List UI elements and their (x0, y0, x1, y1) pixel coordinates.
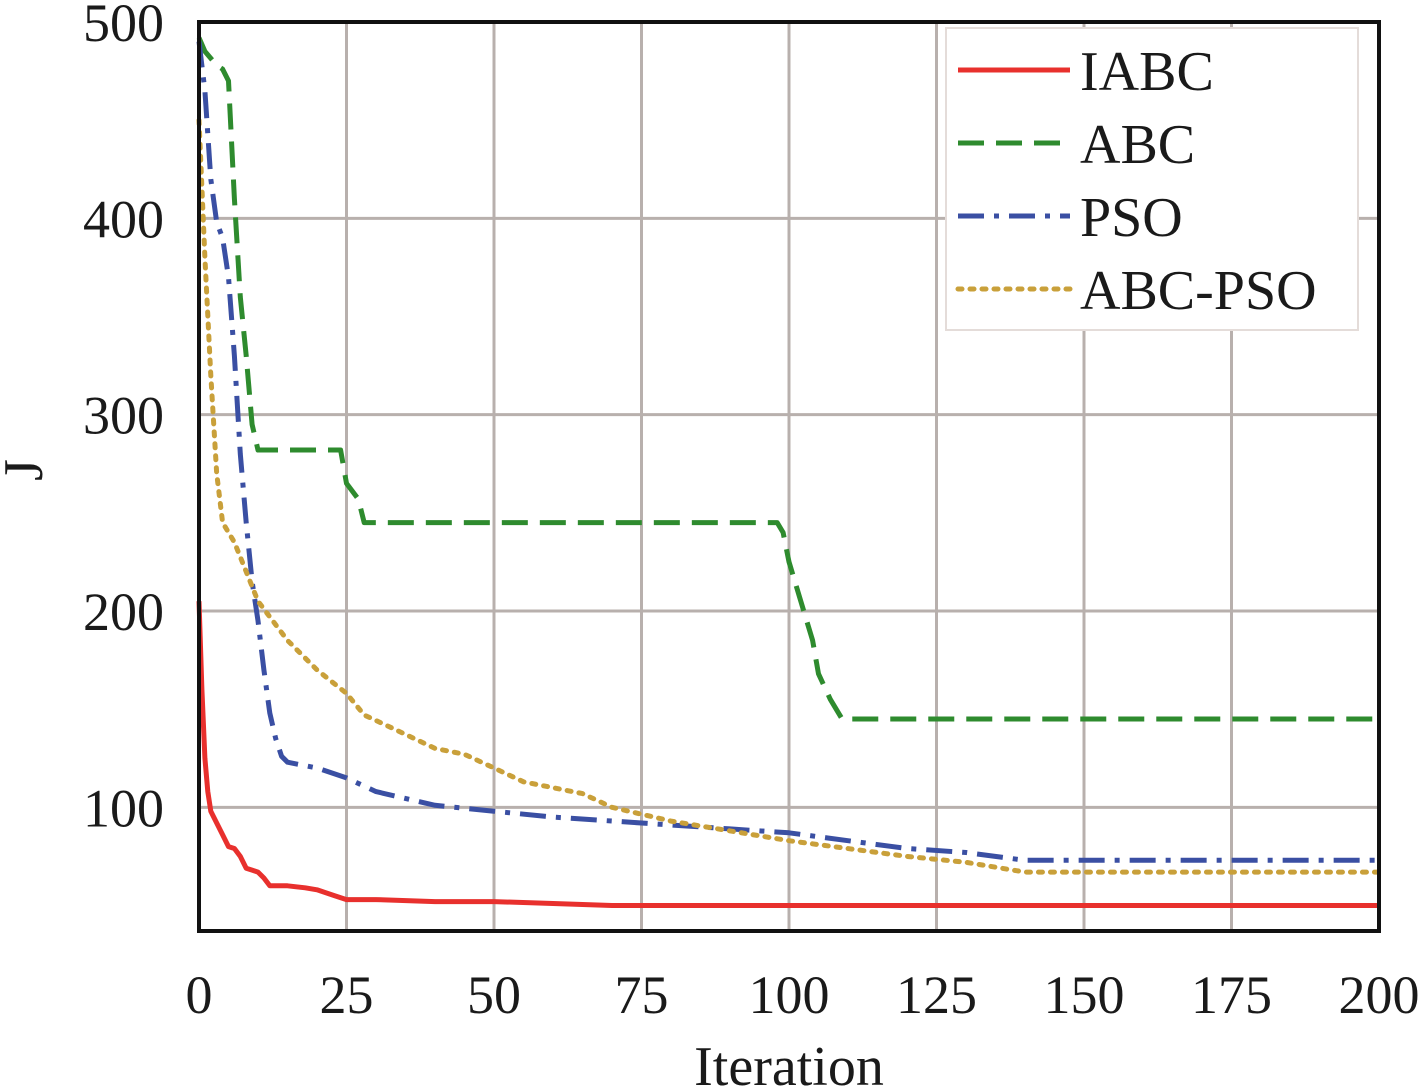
x-tick-label: 100 (749, 965, 830, 1025)
x-tick-label: 0 (186, 965, 213, 1025)
x-tick-label: 50 (467, 965, 521, 1025)
legend-box (945, 27, 1359, 331)
y-tick-label: 500 (83, 0, 164, 53)
y-tick-label: 100 (83, 778, 164, 838)
series-lines (196, 36, 1382, 908)
legend: IABC ABC PSO ABC-PSO (945, 27, 1359, 331)
legend-label-pso: PSO (1080, 187, 1183, 249)
y-tick-label: 300 (83, 386, 164, 446)
x-tick-label: 200 (1339, 965, 1420, 1025)
y-axis-title: J (0, 459, 55, 481)
y-tick-label: 400 (83, 189, 164, 249)
legend-label-iabc: IABC (1080, 41, 1214, 103)
x-tick-label: 125 (896, 965, 977, 1025)
legend-label-abc-pso: ABC-PSO (1080, 260, 1317, 322)
x-tick-label: 25 (320, 965, 374, 1025)
x-tick-label: 175 (1191, 965, 1272, 1025)
x-axis-title: Iteration (694, 1036, 884, 1089)
axis-ticks: 0 25 50 75 100 125 150 175 200 100 200 300 400 500 (83, 0, 1420, 1025)
x-tick-label: 75 (615, 965, 669, 1025)
series-line-abc (196, 36, 1379, 722)
series-line-abc-pso (196, 117, 1382, 875)
series-line-pso (196, 41, 1379, 863)
y-tick-label: 200 (83, 582, 164, 642)
legend-label-abc: ABC (1080, 114, 1195, 176)
x-tick-label: 150 (1044, 965, 1125, 1025)
series-line-iabc (196, 601, 1379, 908)
plot-frame (197, 20, 1381, 933)
